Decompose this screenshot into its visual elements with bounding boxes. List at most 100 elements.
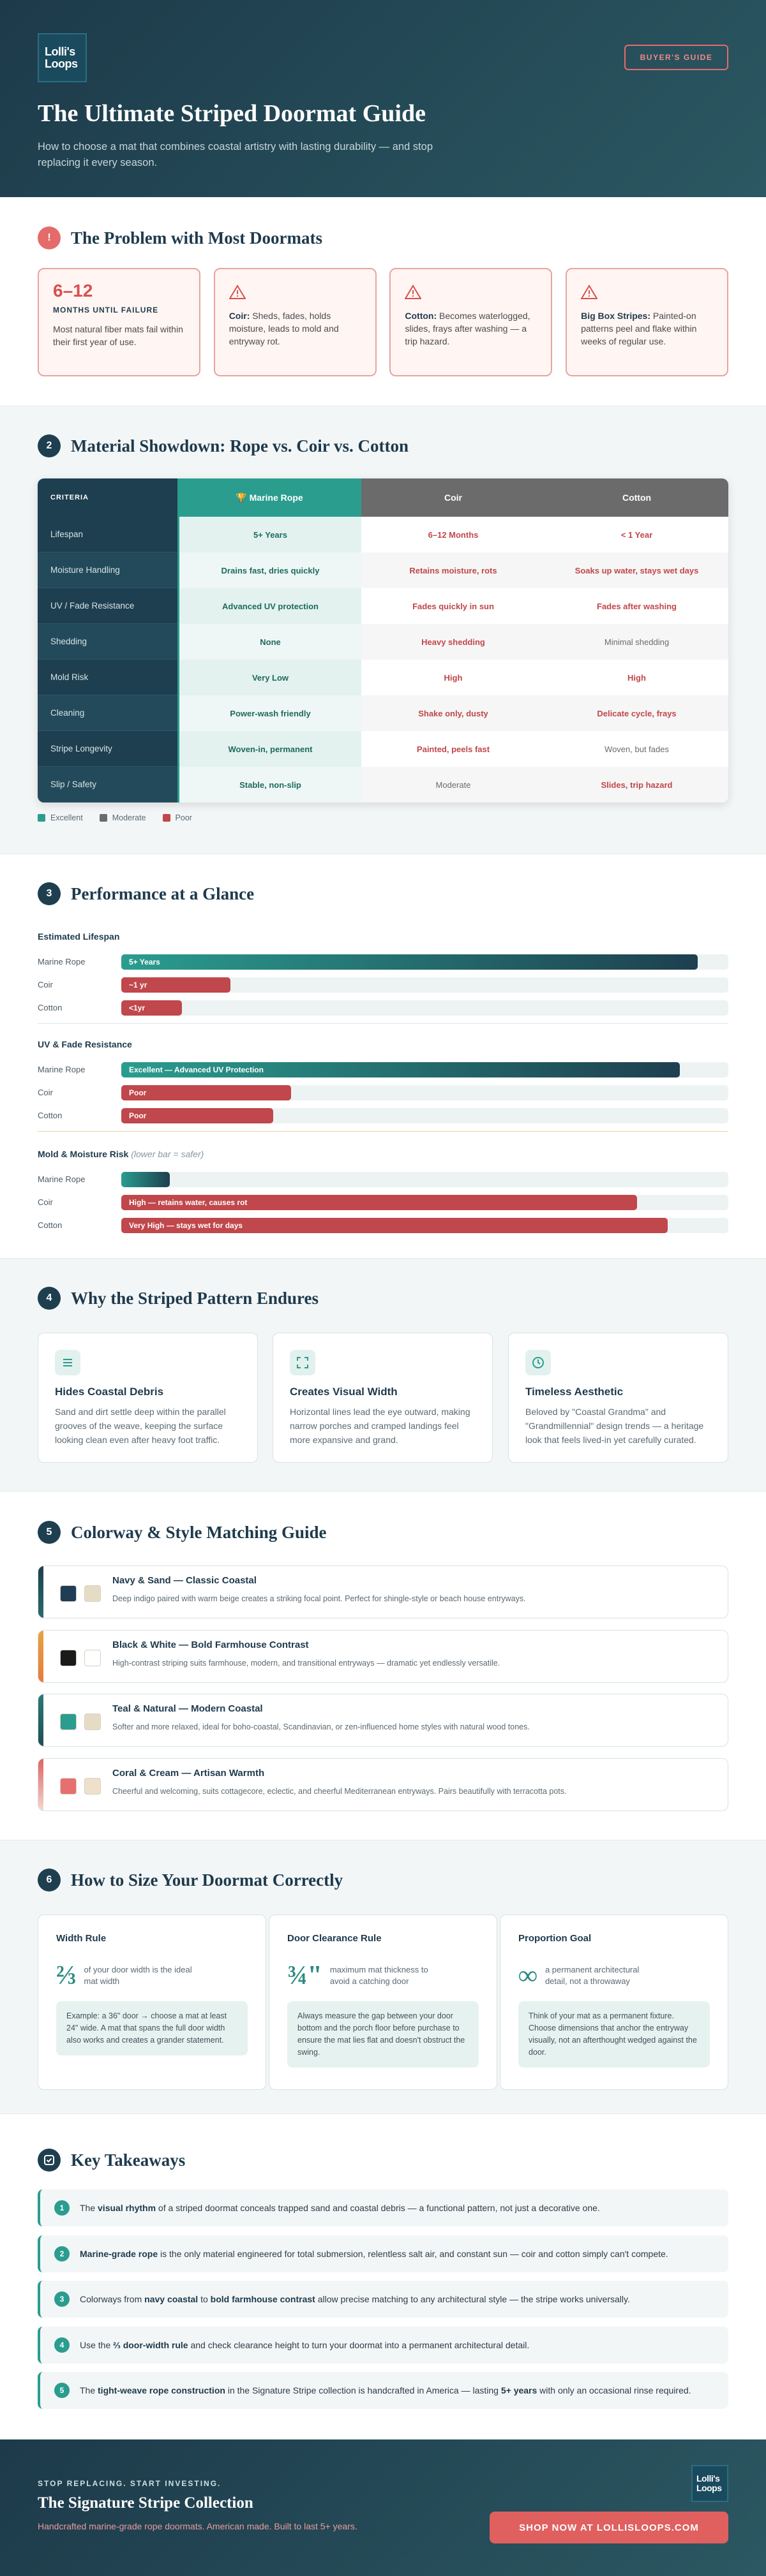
sizing-section: 6 How to Size Your Doormat Correctly Widt… bbox=[0, 1840, 766, 2114]
table-cell: Moisture Handling bbox=[38, 552, 177, 588]
text-run: with only an occasional rinse required. bbox=[537, 2385, 691, 2395]
separator bbox=[38, 1023, 728, 1024]
bar-value-label: <1yr bbox=[129, 1003, 146, 1012]
bar: Poor bbox=[121, 1085, 292, 1100]
takeaway: 5 The tight-weave rope construction in th… bbox=[38, 2372, 728, 2409]
sizing-card: Proportion Goal ∞ a permanent architectura… bbox=[500, 1914, 728, 2090]
card-title: Timeless Aesthetic bbox=[525, 1386, 624, 1398]
text-run: is the only material engineered for tota… bbox=[158, 2248, 668, 2259]
bar-track: Excellent — Advanced UV Protection bbox=[121, 1062, 728, 1077]
colorway-row: Black & White — Bold Farmhouse Contrast H… bbox=[38, 1629, 728, 1683]
bar: Very High — stays wet for days bbox=[121, 1218, 668, 1233]
bar-track: Poor bbox=[121, 1085, 728, 1100]
logo: Lolli's Loops bbox=[38, 33, 87, 82]
color-swatch bbox=[84, 1649, 101, 1666]
colorway-text: Softer and more relaxed, ideal for boho-… bbox=[112, 1722, 530, 1731]
performance-section: 3 Performance at a Glance Estimated Lifes… bbox=[0, 854, 766, 1258]
table-cell: Very Low bbox=[177, 660, 361, 695]
section-number: 5 bbox=[38, 1521, 61, 1544]
bar-label: Cotton bbox=[38, 1003, 63, 1012]
colorway-row: Navy & Sand — Classic Coastal Deep indigo… bbox=[38, 1566, 728, 1618]
table-row: Moisture Handling Drains fast, dries quic… bbox=[38, 552, 728, 588]
emphasis: navy coastal bbox=[144, 2294, 199, 2304]
table-cell: Slip / Safety bbox=[38, 767, 177, 803]
section-title: How to Size Your Doormat Correctly bbox=[71, 1870, 343, 1890]
logo: Lolli's Loops bbox=[691, 2465, 728, 2502]
bar-value-label: High — retains water, causes rot bbox=[129, 1198, 248, 1207]
card-text: Sand and dirt settle deep within the par… bbox=[55, 1407, 226, 1445]
section-title: Why the Striped Pattern Endures bbox=[71, 1288, 319, 1308]
section-title: Key Takeaways bbox=[71, 2150, 186, 2170]
table-cell: Shake only, dusty bbox=[361, 695, 545, 731]
table-cell: None bbox=[177, 624, 361, 660]
table-cell: 6–12 Months bbox=[361, 517, 545, 552]
table-cell: Heavy shedding bbox=[361, 624, 545, 660]
accent-bar bbox=[38, 1758, 43, 1810]
color-swatch bbox=[84, 1777, 101, 1795]
text-run: of a striped doormat conceals trapped sa… bbox=[156, 2203, 600, 2213]
text-run: Use the bbox=[80, 2339, 114, 2350]
problem-card: Coir: Sheds, fades, holds moisture, lead… bbox=[213, 268, 377, 376]
table-row: Shedding None Heavy shedding Minimal sheddi… bbox=[38, 624, 728, 660]
bar: Poor bbox=[121, 1108, 273, 1123]
bar: ~1 yr bbox=[121, 977, 231, 993]
legend-item: Excellent bbox=[38, 813, 83, 822]
section-number: 3 bbox=[38, 882, 61, 905]
bar-track: 5+ Years bbox=[121, 954, 728, 970]
takeaway-text: The tight-weave rope construction in the… bbox=[80, 2385, 691, 2395]
card-body: Painted-on patterns peel and flake withi… bbox=[581, 311, 697, 346]
colorway-text: Deep indigo paired with warm beige creat… bbox=[112, 1594, 526, 1603]
accent-bar bbox=[38, 1566, 43, 1618]
card-text: Beloved by "Coastal Grandma" and "Grandm… bbox=[525, 1407, 704, 1445]
takeaway-number: 4 bbox=[54, 2337, 70, 2353]
icon bbox=[532, 1357, 544, 1368]
table-cell: Mold Risk bbox=[38, 660, 177, 695]
sizing-card: Door Clearance Rule ¾" maximum mat thickne… bbox=[269, 1914, 497, 2090]
table-cell: Woven, but fades bbox=[545, 731, 728, 767]
bar-label: Marine Rope bbox=[38, 1174, 86, 1184]
figure: ∞ a permanent architectural detail, not a… bbox=[518, 1960, 710, 1991]
bar: <1yr bbox=[121, 1000, 183, 1016]
materials-section: 2 Material Showdown: Rope vs. Coir vs. Co… bbox=[0, 406, 766, 854]
card-note: Think of your mat as a permanent fixture… bbox=[518, 2001, 710, 2068]
text-run: to bbox=[198, 2294, 211, 2304]
bar-track: ~1 yr bbox=[121, 977, 728, 993]
text-run: and check clearance height to turn your … bbox=[188, 2339, 530, 2350]
comparison-table: CRITERIA 🏆 Marine Rope Coir Cotton Lifespan 5… bbox=[38, 478, 728, 803]
why-card: Timeless Aesthetic Beloved by "Coastal Gr… bbox=[508, 1333, 728, 1463]
card-note: Always measure the gap between your door… bbox=[287, 2001, 479, 2068]
table-cell: High bbox=[545, 660, 728, 695]
legend-swatch bbox=[162, 814, 170, 822]
takeaway-number: 3 bbox=[54, 2291, 70, 2307]
card-text: Horizontal lines lead the eye outward, m… bbox=[290, 1407, 470, 1445]
separator bbox=[38, 1131, 728, 1132]
legend-label: Poor bbox=[175, 813, 192, 822]
sizing-card: Width Rule ⅔ of your door width is the ide… bbox=[38, 1914, 266, 2090]
header-cell: Cotton bbox=[545, 478, 728, 517]
takeaway-number: 2 bbox=[54, 2246, 70, 2261]
table-cell: Moderate bbox=[361, 767, 545, 803]
table-cell: < 1 Year bbox=[545, 517, 728, 552]
table-cell: Advanced UV protection bbox=[177, 588, 361, 624]
section-icon bbox=[38, 2149, 61, 2172]
emphasis: ⅔ door-width rule bbox=[113, 2339, 188, 2350]
bar-label: Coir bbox=[38, 980, 53, 989]
bar-label: Coir bbox=[38, 1088, 53, 1097]
bar-value-label: Poor bbox=[129, 1111, 147, 1120]
problem-card: Cotton: Becomes waterlogged, slides, fra… bbox=[389, 268, 553, 376]
legend-swatch bbox=[38, 814, 45, 822]
figure: ⅔ of your door width is the ideal mat wid… bbox=[56, 1960, 248, 1991]
section-heading: 2 Material Showdown: Rope vs. Coir vs. Co… bbox=[38, 434, 409, 457]
card-lead: Big Box Stripes: bbox=[581, 311, 650, 321]
stat-text: Most natural fiber mats fail within thei… bbox=[53, 324, 183, 347]
section-heading: 4 Why the Striped Pattern Endures bbox=[38, 1287, 319, 1310]
table-cell: Stable, non-slip bbox=[177, 767, 361, 803]
legend-item: Moderate bbox=[99, 813, 146, 822]
header-cell: CRITERIA bbox=[38, 478, 177, 517]
subtitle: How to choose a mat that combines coasta… bbox=[38, 141, 433, 168]
figure-caption: a permanent architectural detail, not a … bbox=[544, 1965, 640, 1986]
cta-button[interactable]: SHOP NOW AT LOLLISLOOPS.COM bbox=[490, 2512, 728, 2543]
bar-value-label: Excellent — Advanced UV Protection bbox=[129, 1065, 264, 1074]
table-cell: UV / Fade Resistance bbox=[38, 588, 177, 624]
